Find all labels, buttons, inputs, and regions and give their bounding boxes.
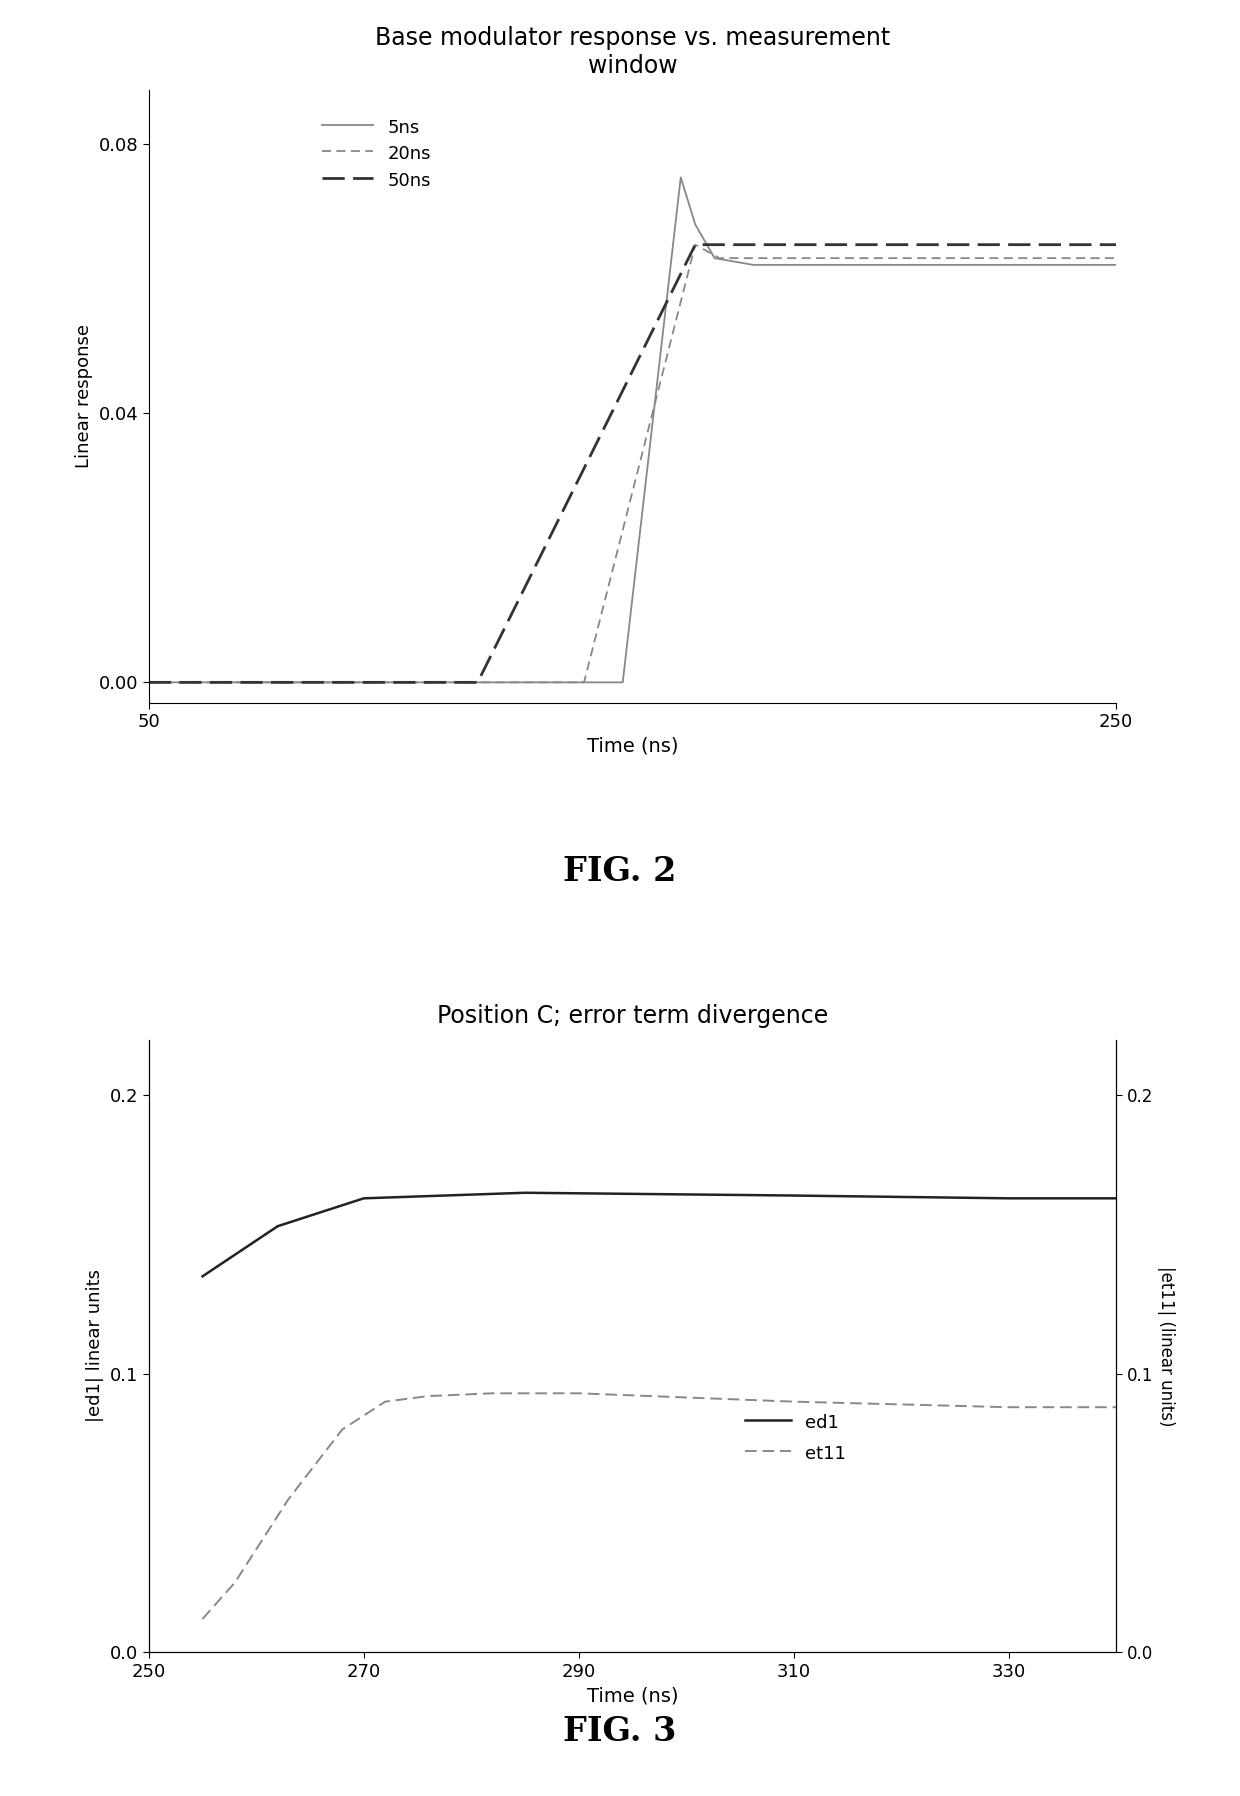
et11 <box>1001 1397 1016 1419</box>
Title: Position C; error term divergence: Position C; error term divergence <box>436 1004 828 1027</box>
et11 <box>1109 1397 1123 1419</box>
ed1 <box>1001 1187 1016 1209</box>
50ns <box>141 672 156 693</box>
20ns <box>688 233 703 255</box>
et11 <box>281 1489 296 1510</box>
ed1 <box>195 1266 210 1288</box>
50ns <box>1109 233 1123 255</box>
X-axis label: Time (ns): Time (ns) <box>587 736 678 756</box>
et11 <box>786 1390 801 1412</box>
ed1 <box>1109 1187 1123 1209</box>
Legend: ed1, et11: ed1, et11 <box>745 1412 846 1464</box>
5ns <box>746 253 761 275</box>
Line: ed1: ed1 <box>202 1193 1116 1277</box>
Text: FIG. 2: FIG. 2 <box>563 855 677 887</box>
Line: et11: et11 <box>202 1394 1116 1618</box>
Line: 20ns: 20ns <box>149 244 1116 682</box>
5ns <box>141 672 156 693</box>
et11 <box>335 1419 350 1440</box>
Line: 50ns: 50ns <box>149 244 1116 682</box>
Y-axis label: |ed1| linear units: |ed1| linear units <box>87 1270 104 1422</box>
5ns <box>673 167 688 189</box>
et11 <box>195 1607 210 1629</box>
Y-axis label: Linear response: Linear response <box>76 323 93 469</box>
et11 <box>227 1572 242 1593</box>
Y-axis label: |et11| (linear units): |et11| (linear units) <box>1157 1266 1176 1426</box>
ed1 <box>517 1182 532 1203</box>
50ns <box>470 672 485 693</box>
20ns <box>1109 248 1123 269</box>
5ns <box>688 214 703 235</box>
5ns <box>1109 253 1123 275</box>
Line: 5ns: 5ns <box>149 178 1116 682</box>
et11 <box>572 1383 587 1404</box>
50ns <box>688 233 703 255</box>
ed1 <box>270 1216 285 1237</box>
Title: Base modulator response vs. measurement
window: Base modulator response vs. measurement … <box>374 27 890 79</box>
5ns <box>615 672 630 693</box>
Legend: 5ns, 20ns, 50ns: 5ns, 20ns, 50ns <box>322 117 430 190</box>
ed1 <box>786 1185 801 1207</box>
20ns <box>577 672 591 693</box>
et11 <box>420 1385 435 1406</box>
et11 <box>485 1383 500 1404</box>
20ns <box>712 248 727 269</box>
20ns <box>141 672 156 693</box>
5ns <box>707 248 722 269</box>
X-axis label: Time (ns): Time (ns) <box>587 1686 678 1704</box>
ed1 <box>356 1187 371 1209</box>
et11 <box>378 1390 393 1412</box>
Text: FIG. 3: FIG. 3 <box>563 1715 677 1748</box>
